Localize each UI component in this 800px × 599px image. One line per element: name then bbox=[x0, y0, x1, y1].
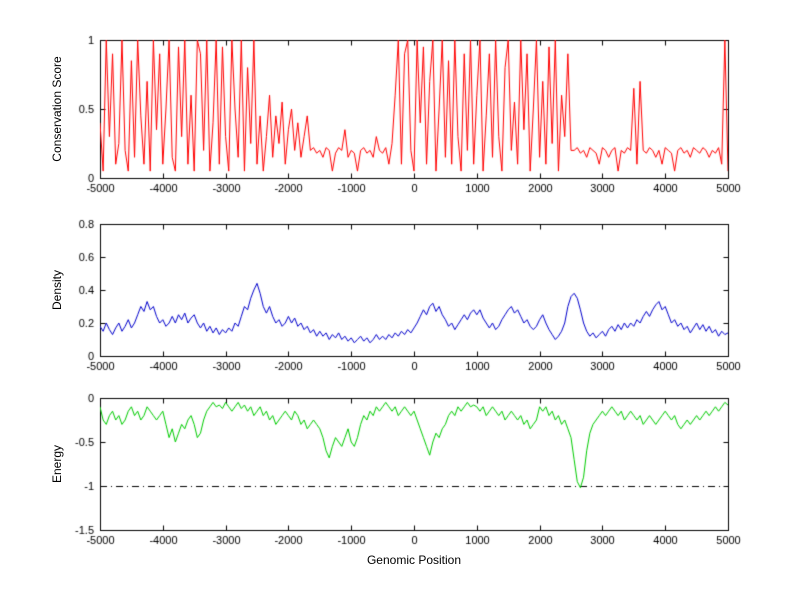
ylabel-energy: Energy bbox=[50, 444, 64, 484]
ylabel-density: Density bbox=[50, 269, 64, 311]
ylabel-conservation-score: Conservation Score bbox=[50, 56, 64, 162]
xlabel-genomic-position: Genomic Position bbox=[366, 553, 462, 567]
